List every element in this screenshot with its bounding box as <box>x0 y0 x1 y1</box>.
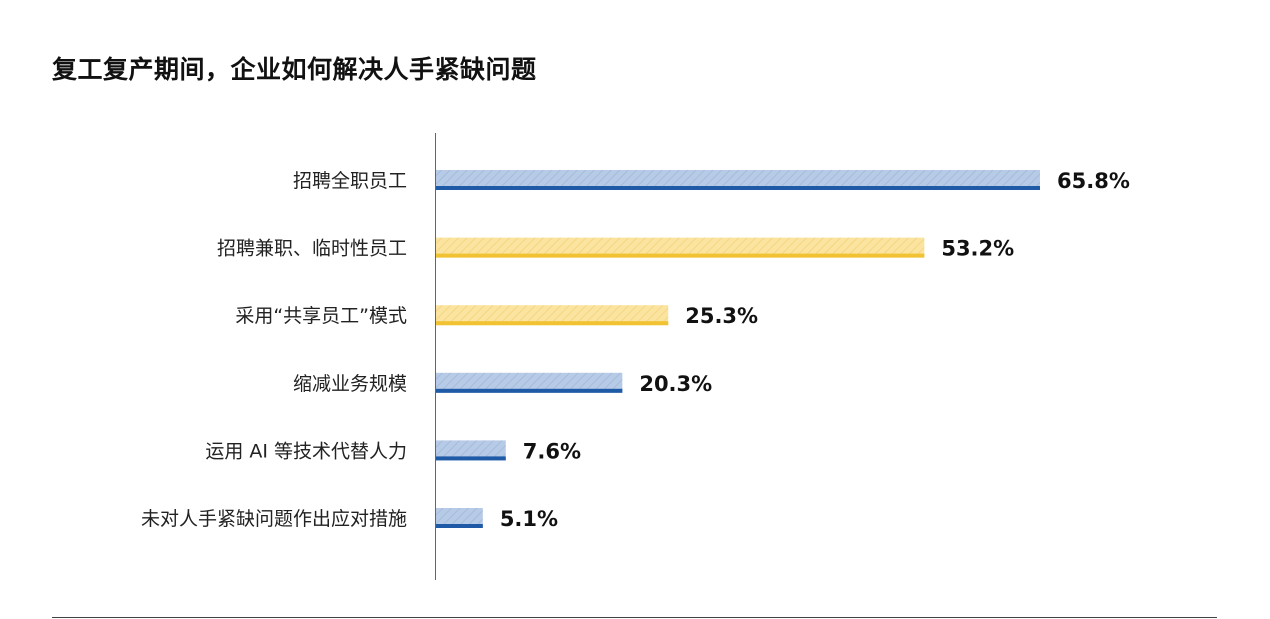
bar-3-base-line <box>436 321 669 326</box>
value-label-1: 65.8% <box>1057 169 1130 193</box>
bar-1 <box>436 170 1040 190</box>
bar-4-base-line <box>436 388 623 393</box>
category-label-6: 未对人手紧缺问题作出应对措施 <box>141 508 407 530</box>
value-label-4: 20.3% <box>639 372 712 396</box>
bar-5 <box>436 440 506 461</box>
category-label-3: 采用“共享员工”模式 <box>235 305 407 327</box>
chart-title: 复工复产期间，企业如何解决人手紧缺问题 <box>52 55 537 84</box>
bar-1-base-line <box>436 186 1040 190</box>
bottom-divider <box>52 617 1217 618</box>
bar-2-base-line <box>436 253 925 258</box>
category-label-2: 招聘兼职、临时性员工 <box>217 238 407 260</box>
value-label-6: 5.1% <box>500 507 558 531</box>
bar-2 <box>436 237 925 258</box>
value-label-2: 53.2% <box>941 237 1014 261</box>
bar-3 <box>436 305 669 326</box>
bar-5-base-line <box>436 456 506 461</box>
bars-layer: 招聘全职员工 65.8% 招聘兼职、临时性员工 53.2% 采用“共享员工”模式 25.3… <box>141 169 1130 531</box>
value-label-3: 25.3% <box>685 304 758 328</box>
category-label-1: 招聘全职员工 <box>293 170 407 192</box>
bar-6 <box>436 508 483 528</box>
category-label-4: 缩减业务规模 <box>293 373 407 395</box>
bar-6-base-line <box>436 524 483 528</box>
value-label-5: 7.6% <box>523 439 581 463</box>
bar-4 <box>436 372 623 393</box>
category-label-5: 运用 AI 等技术代替人力 <box>205 440 407 462</box>
